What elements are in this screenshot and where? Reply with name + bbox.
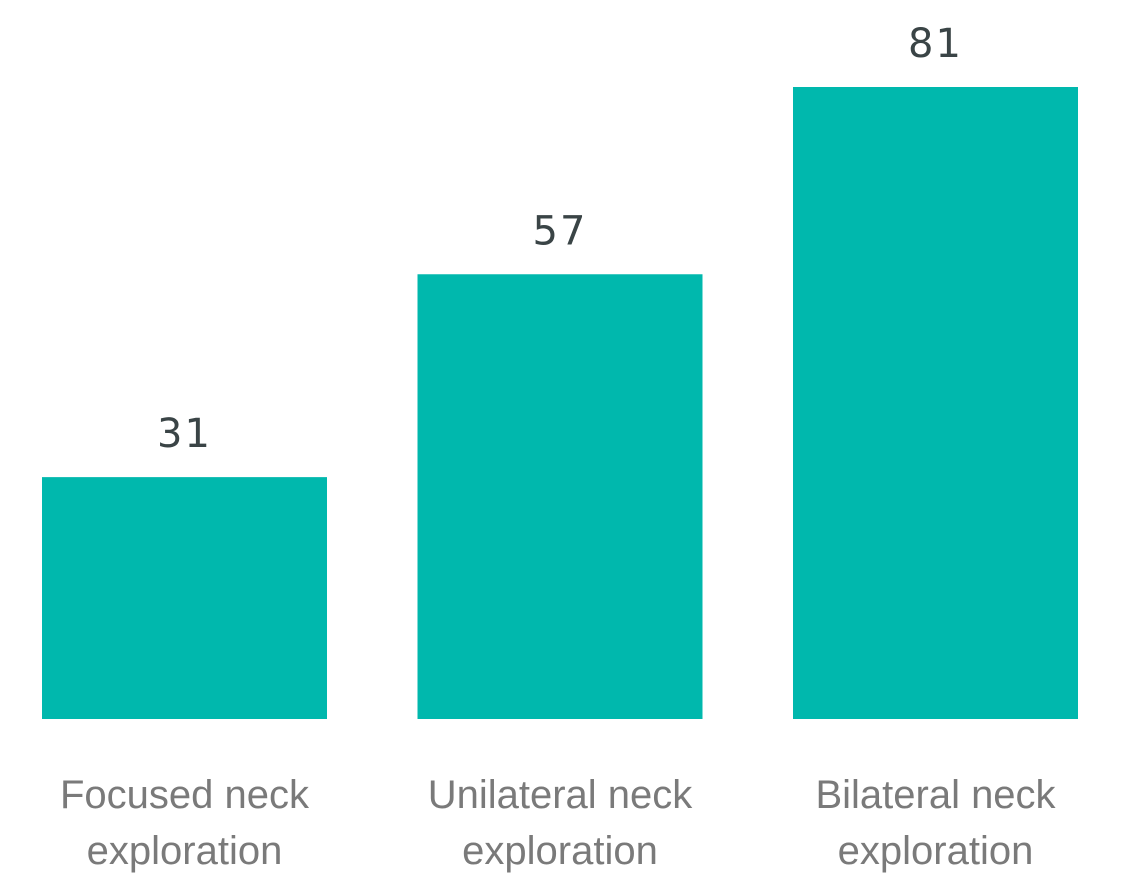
- category-label: Focused neck exploration: [60, 773, 310, 873]
- bar-value-label: 81: [908, 21, 963, 67]
- category-label-line: exploration: [87, 829, 283, 873]
- bar-value-label: 31: [157, 411, 212, 457]
- category-label-line: Bilateral neck: [815, 773, 1056, 817]
- value-labels-group: 31 57 81: [157, 21, 963, 457]
- category-labels-group: Focused neck exploration Unilateral neck ex…: [60, 773, 1057, 873]
- category-label-line: exploration: [838, 829, 1034, 873]
- category-label: Bilateral neck exploration: [815, 773, 1056, 873]
- bar-value-label: 57: [533, 208, 588, 254]
- bar-2: [417, 274, 703, 719]
- category-label-line: exploration: [462, 829, 658, 873]
- category-label-line: Unilateral neck: [428, 773, 694, 817]
- category-label: Unilateral neck exploration: [428, 773, 694, 873]
- bars-group: [42, 87, 1078, 719]
- bar-1: [42, 477, 327, 719]
- bar-3: [793, 87, 1078, 719]
- category-label-line: Focused neck: [60, 773, 310, 817]
